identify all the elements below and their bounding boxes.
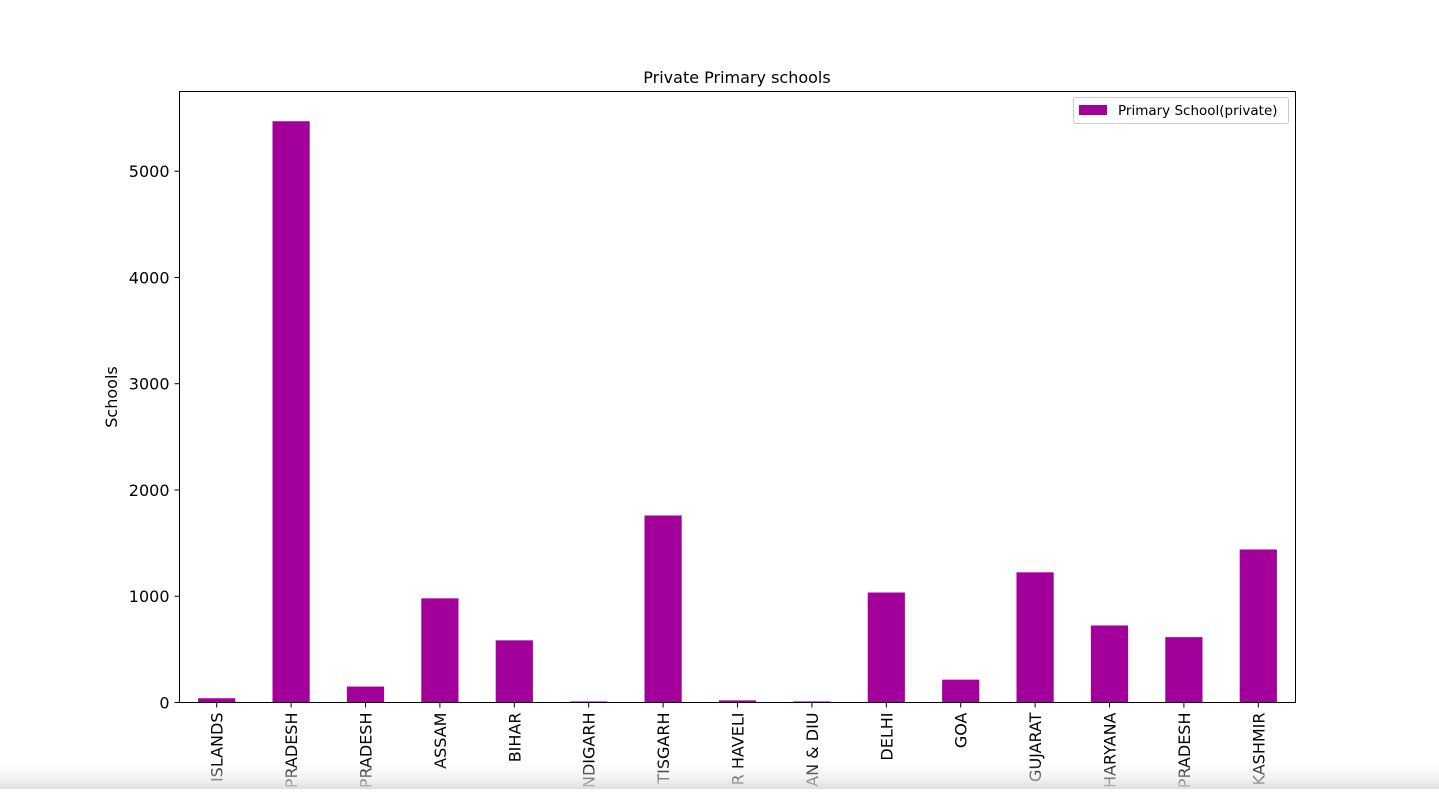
y-tick-label: 1000 bbox=[129, 587, 170, 606]
y-tick-label: 0 bbox=[159, 694, 169, 713]
bar bbox=[1165, 637, 1203, 703]
bars-layer bbox=[198, 121, 1277, 703]
x-tick-label: PRADESH bbox=[1175, 713, 1194, 789]
y-axis: 0 1000 2000 3000 4000 5000 bbox=[129, 162, 180, 713]
x-tick-label: AN & DIU bbox=[803, 713, 822, 787]
bar bbox=[421, 598, 459, 703]
y-tick-label: 5000 bbox=[129, 162, 170, 181]
x-tick-label: PRADESH bbox=[357, 713, 376, 789]
bar bbox=[1016, 572, 1054, 703]
x-tick-label: ISLANDS bbox=[208, 713, 227, 783]
x-tick-label: BIHAR bbox=[505, 713, 524, 763]
x-tick-label: GUJARAT bbox=[1026, 712, 1045, 782]
legend: Primary School(private) bbox=[1073, 97, 1289, 124]
y-tick-label: 2000 bbox=[129, 481, 170, 500]
bar bbox=[346, 686, 385, 703]
bar bbox=[272, 121, 310, 703]
bar bbox=[495, 640, 533, 703]
chart-title: Private Primary schools bbox=[643, 68, 830, 87]
x-tick-label: ASSAM bbox=[431, 713, 450, 769]
bar bbox=[718, 700, 757, 703]
bar bbox=[942, 679, 980, 703]
x-tick-label: GOA bbox=[952, 712, 971, 748]
bar bbox=[644, 515, 682, 703]
x-tick-label: HARYANA bbox=[1101, 712, 1120, 788]
y-tick-label: 4000 bbox=[129, 268, 170, 287]
legend-swatch bbox=[1079, 105, 1107, 115]
legend-label: Primary School(private) bbox=[1118, 103, 1278, 119]
x-tick-label: R HAVELI bbox=[729, 713, 748, 786]
x-axis: ISLANDS PRADESH PRADESH ASSAM BIHAR NDIGARH TI… bbox=[208, 702, 1268, 789]
bar bbox=[570, 701, 608, 703]
bar bbox=[1239, 549, 1277, 703]
x-tick-label: PRADESH bbox=[282, 713, 301, 789]
x-tick-label: KASHMIR bbox=[1249, 713, 1268, 786]
legend-box bbox=[1073, 97, 1289, 124]
y-axis-label: Schools bbox=[102, 366, 121, 427]
x-tick-label: NDIGARH bbox=[580, 713, 599, 789]
bar bbox=[198, 698, 236, 703]
x-tick-label: DELHI bbox=[877, 713, 896, 761]
plot-frame bbox=[179, 91, 1296, 703]
bar bbox=[1090, 625, 1129, 703]
bar bbox=[867, 592, 905, 703]
bar bbox=[793, 701, 831, 703]
y-tick-label: 3000 bbox=[129, 375, 170, 394]
x-tick-label: TISGARH bbox=[654, 713, 673, 785]
